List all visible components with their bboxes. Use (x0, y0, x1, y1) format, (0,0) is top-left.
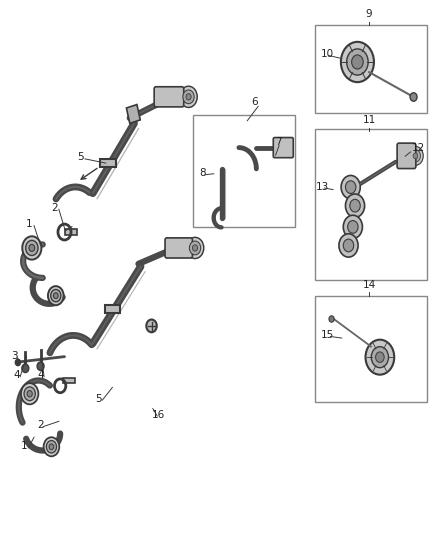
Bar (65, 229, 77, 235)
Text: 13: 13 (316, 182, 329, 192)
Text: 2: 2 (51, 203, 58, 213)
FancyBboxPatch shape (397, 143, 416, 168)
Circle shape (44, 437, 59, 456)
Circle shape (24, 387, 35, 401)
Circle shape (413, 153, 418, 159)
Circle shape (26, 240, 38, 255)
Circle shape (350, 199, 360, 212)
Circle shape (375, 352, 384, 362)
Circle shape (37, 362, 44, 370)
FancyBboxPatch shape (154, 87, 184, 107)
Circle shape (341, 175, 360, 199)
Circle shape (53, 293, 58, 298)
Circle shape (183, 90, 194, 104)
Text: 15: 15 (321, 330, 334, 340)
Bar (315, 128, 427, 280)
Circle shape (410, 150, 420, 162)
Bar (315, 25, 427, 113)
Text: 6: 6 (252, 97, 258, 107)
Text: 4: 4 (38, 370, 44, 380)
FancyBboxPatch shape (273, 138, 293, 158)
Circle shape (341, 42, 374, 82)
Circle shape (22, 236, 42, 260)
Bar (100, 159, 116, 167)
Bar (193, 115, 295, 227)
Bar (315, 296, 427, 402)
Circle shape (180, 86, 197, 108)
Circle shape (51, 289, 61, 302)
Text: 1: 1 (25, 219, 32, 229)
Text: 3: 3 (11, 351, 18, 361)
Text: 7: 7 (276, 136, 282, 147)
Circle shape (346, 181, 356, 193)
Circle shape (348, 221, 358, 233)
Circle shape (186, 94, 191, 100)
Circle shape (371, 346, 389, 368)
Bar (63, 378, 74, 383)
Text: 12: 12 (411, 143, 424, 153)
Text: 5: 5 (78, 152, 84, 163)
Bar (127, 104, 140, 123)
Text: 10: 10 (321, 49, 333, 59)
Circle shape (21, 383, 39, 405)
Bar (105, 305, 120, 313)
FancyBboxPatch shape (165, 238, 192, 258)
Circle shape (46, 441, 57, 453)
Circle shape (410, 93, 417, 101)
Text: 1: 1 (21, 441, 28, 451)
Circle shape (48, 286, 64, 305)
Text: 9: 9 (366, 9, 372, 19)
Circle shape (189, 241, 201, 255)
Circle shape (15, 359, 21, 366)
Circle shape (49, 444, 54, 450)
Circle shape (346, 194, 364, 217)
Circle shape (186, 237, 204, 259)
Circle shape (346, 49, 368, 75)
Circle shape (192, 245, 198, 251)
Text: 8: 8 (199, 168, 206, 179)
Circle shape (339, 234, 358, 257)
Circle shape (407, 146, 423, 165)
Circle shape (329, 316, 334, 322)
Circle shape (146, 319, 157, 332)
Text: 2: 2 (37, 420, 44, 430)
Circle shape (27, 391, 32, 397)
Circle shape (22, 364, 29, 373)
Text: 14: 14 (363, 280, 376, 290)
Circle shape (343, 215, 362, 239)
Text: 4: 4 (14, 370, 20, 380)
Circle shape (366, 340, 394, 375)
Circle shape (343, 239, 354, 252)
Circle shape (29, 245, 35, 252)
Text: 16: 16 (152, 410, 165, 419)
Text: 11: 11 (363, 115, 376, 125)
Circle shape (352, 55, 363, 69)
Text: 5: 5 (95, 394, 102, 403)
